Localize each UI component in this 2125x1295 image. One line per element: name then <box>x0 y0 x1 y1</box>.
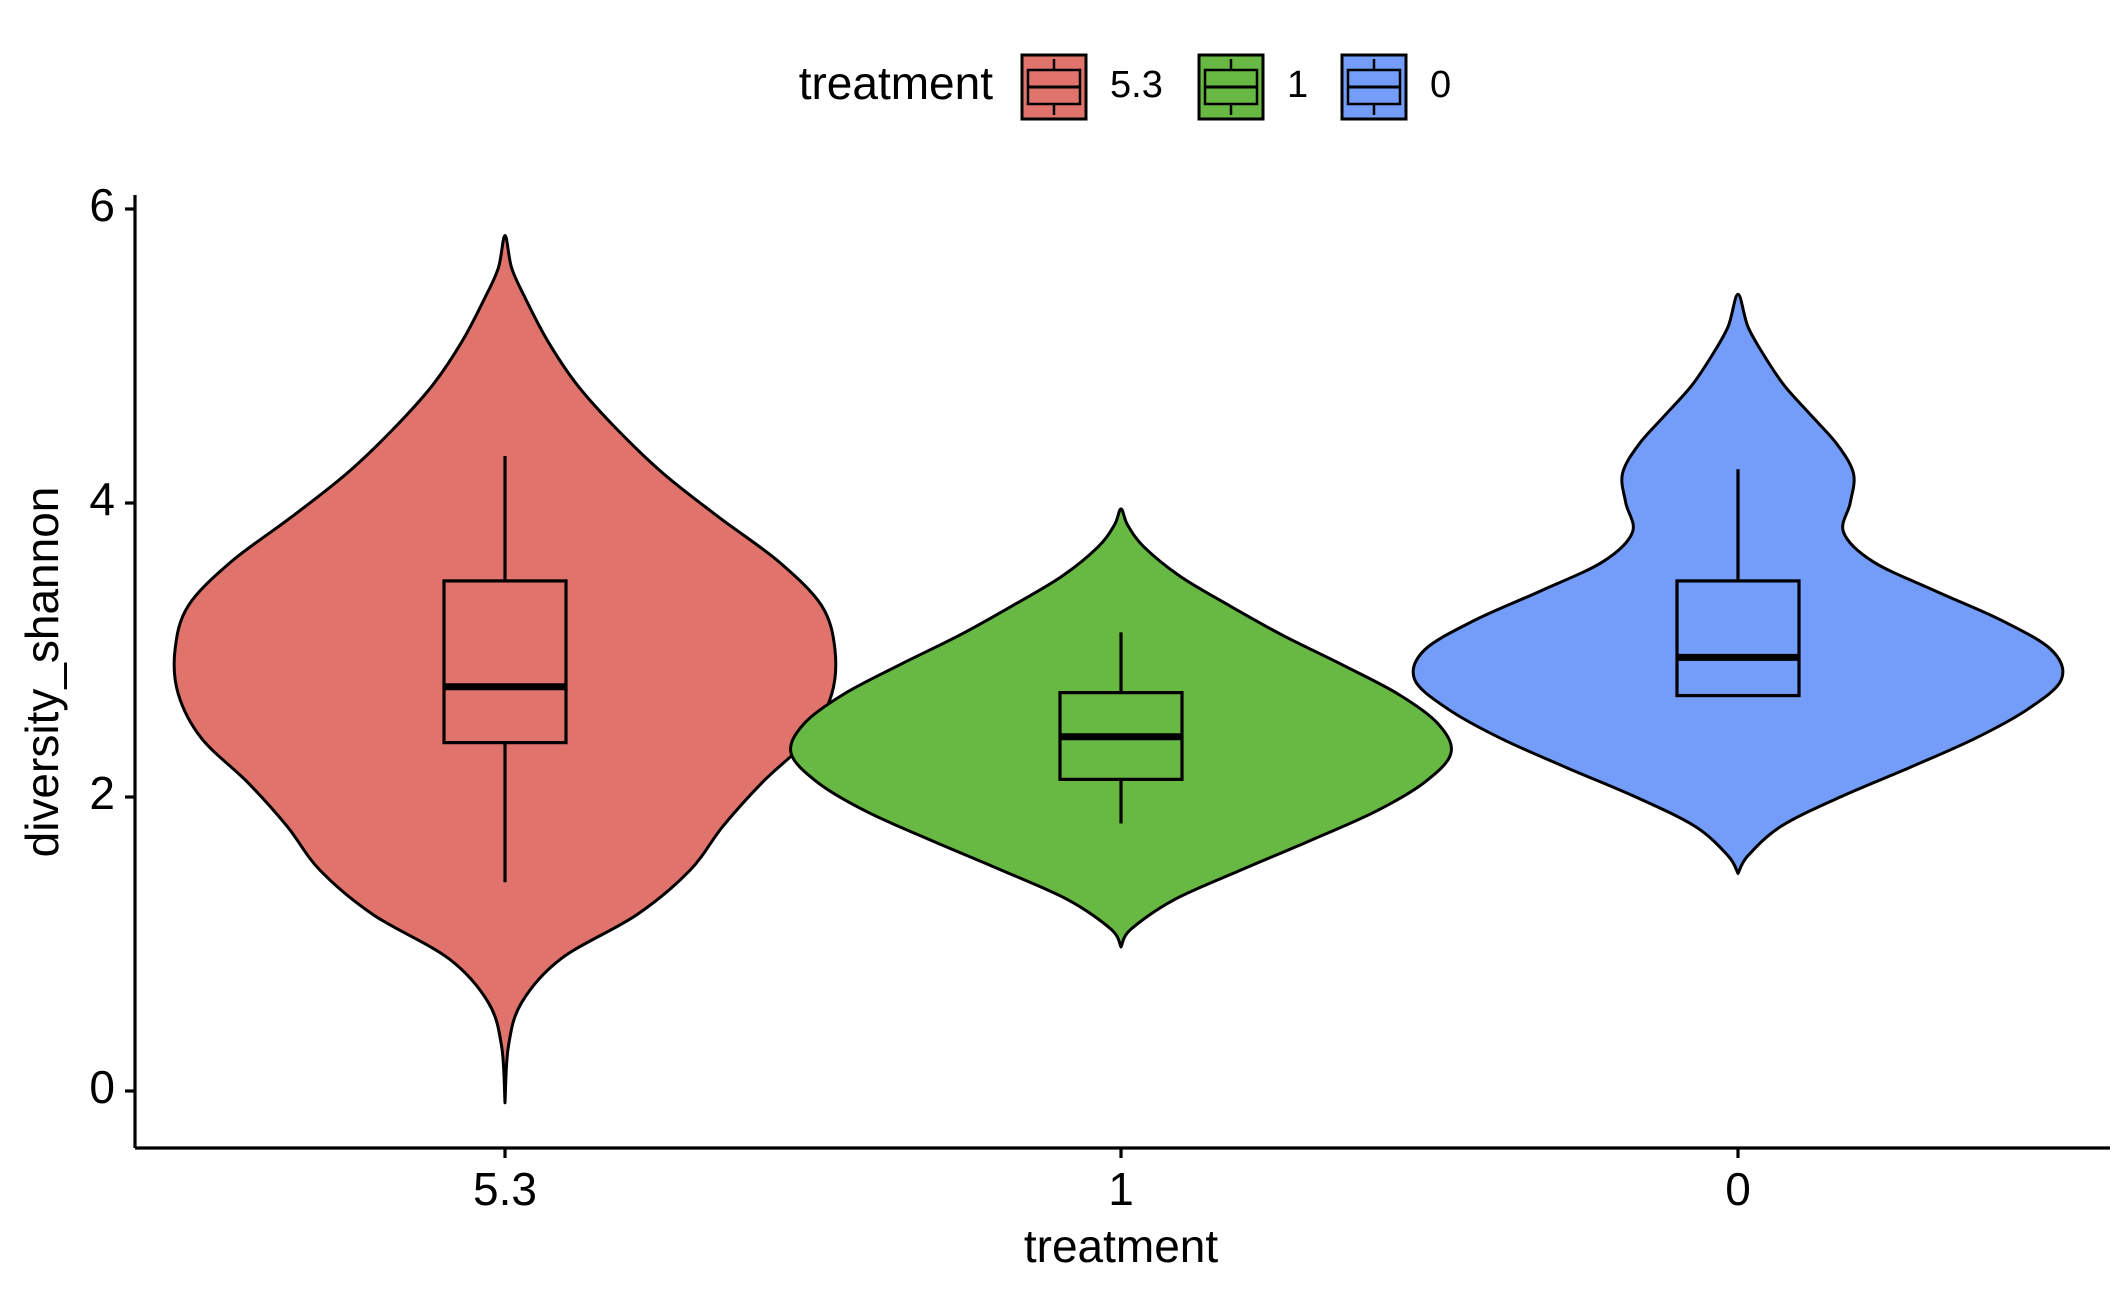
legend-title: treatment <box>799 57 994 109</box>
legend-item-1: 1 <box>1197 53 1308 121</box>
y-tick-label: 2 <box>89 767 115 819</box>
legend-label-1: 1 <box>1287 64 1308 106</box>
x-tick-label: 1 <box>1108 1163 1134 1215</box>
legend: treatment 5.3 1 0 <box>799 53 1451 121</box>
axes: treatment diversity_shannon 0 2 4 6 5.3 1 0 <box>16 179 2110 1272</box>
legend-label-5.3: 5.3 <box>1110 64 1163 106</box>
y-tick-label: 0 <box>89 1061 115 1113</box>
plot-area <box>172 234 2065 1105</box>
y-axis-title: diversity_shannon <box>16 487 68 858</box>
violin-group-0 <box>1411 292 2065 875</box>
x-axis-title: treatment <box>1024 1220 1219 1272</box>
x-tick-label: 5.3 <box>473 1163 537 1215</box>
x-tick-label: 0 <box>1725 1163 1751 1215</box>
violin-group-5.3 <box>172 234 838 1105</box>
legend-item-0: 0 <box>1340 53 1451 121</box>
box-0 <box>1675 579 1801 698</box>
box-5.3 <box>442 579 568 745</box>
violin-group-1 <box>789 507 1453 949</box>
y-tick-label: 4 <box>89 473 115 525</box>
legend-label-0: 0 <box>1430 64 1451 106</box>
y-tick-label: 6 <box>89 179 115 231</box>
legend-item-5.3: 5.3 <box>1020 53 1163 121</box>
